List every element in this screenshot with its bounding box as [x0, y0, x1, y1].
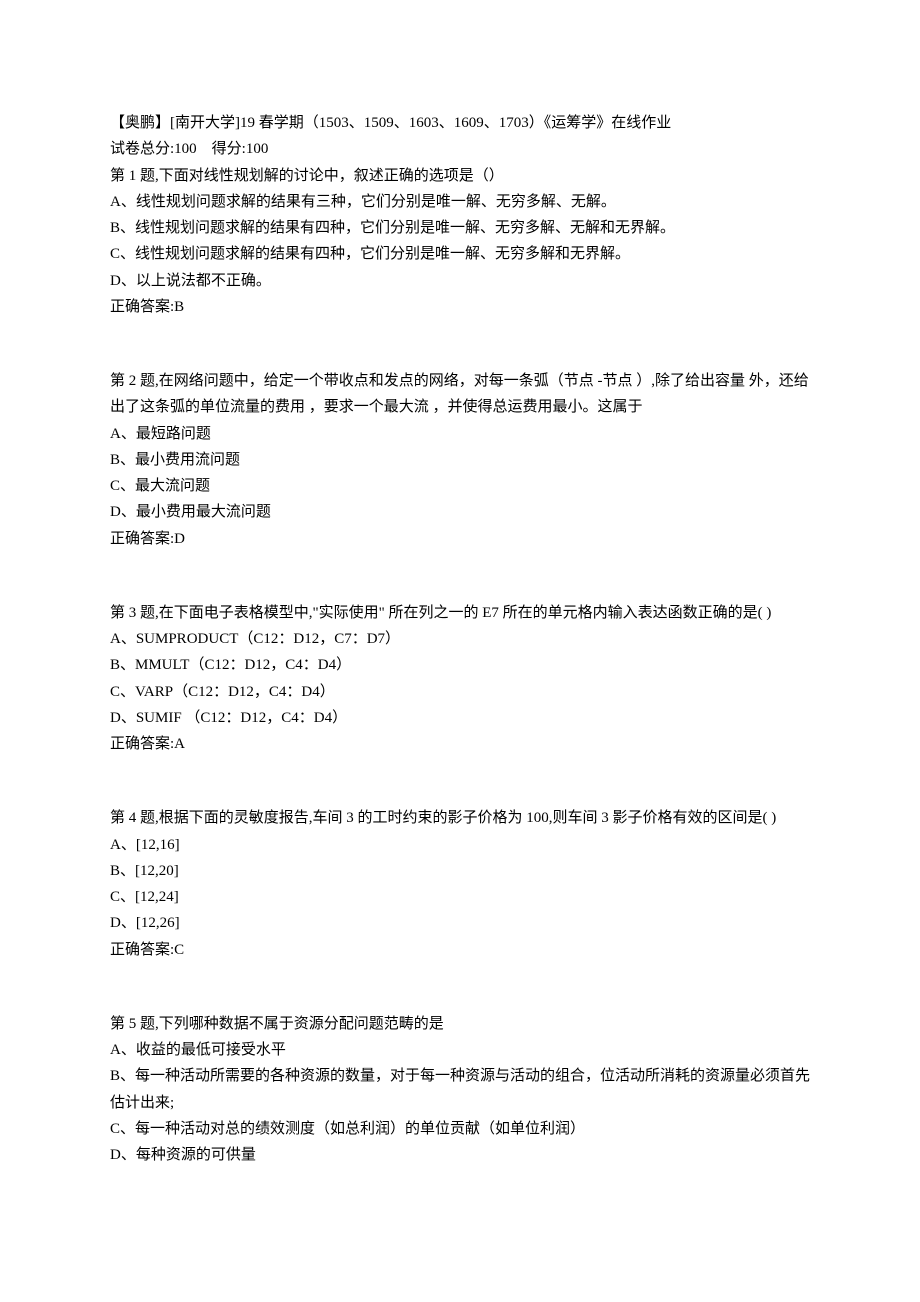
question-4: 第 4 题,根据下面的灵敏度报告,车间 3 的工时约束的影子价格为 100,则车…	[110, 805, 810, 963]
option-d: D、以上说法都不正确。	[110, 268, 810, 294]
option-d: D、每种资源的可供量	[110, 1142, 810, 1168]
option-c: C、[12,24]	[110, 884, 810, 910]
option-c: C、VARP（C12：D12，C4：D4）	[110, 679, 810, 705]
answer: 正确答案:A	[110, 731, 810, 757]
option-c: C、最大流问题	[110, 473, 810, 499]
question-1: 第 1 题,下面对线性规划解的讨论中，叙述正确的选项是（） A、线性规划问题求解…	[110, 163, 810, 321]
option-b: B、线性规划问题求解的结果有四种，它们分别是唯一解、无穷多解、无解和无界解。	[110, 215, 810, 241]
option-c: C、线性规划问题求解的结果有四种，它们分别是唯一解、无穷多解和无界解。	[110, 241, 810, 267]
answer: 正确答案:B	[110, 294, 810, 320]
question-stem: 第 1 题,下面对线性规划解的讨论中，叙述正确的选项是（）	[110, 163, 810, 189]
option-a: A、线性规划问题求解的结果有三种，它们分别是唯一解、无穷多解、无解。	[110, 189, 810, 215]
score-got: 得分:100	[212, 141, 269, 157]
score-total: 试卷总分:100	[110, 141, 197, 157]
option-a: A、收益的最低可接受水平	[110, 1037, 810, 1063]
option-d: D、最小费用最大流问题	[110, 499, 810, 525]
question-stem: 第 3 题,在下面电子表格模型中,"实际使用" 所在列之一的 E7 所在的单元格…	[110, 600, 810, 626]
header-title: 【奥鹏】[南开大学]19 春学期（1503、1509、1603、1609、170…	[110, 110, 810, 136]
document-header: 【奥鹏】[南开大学]19 春学期（1503、1509、1603、1609、170…	[110, 110, 810, 163]
answer: 正确答案:C	[110, 937, 810, 963]
option-d: D、SUMIF （C12：D12，C4：D4）	[110, 705, 810, 731]
question-stem: 第 4 题,根据下面的灵敏度报告,车间 3 的工时约束的影子价格为 100,则车…	[110, 805, 810, 831]
option-d: D、[12,26]	[110, 910, 810, 936]
question-stem: 第 2 题,在网络问题中，给定一个带收点和发点的网络，对每一条弧（节点 -节点 …	[110, 368, 810, 421]
option-a: A、SUMPRODUCT（C12：D12，C7：D7）	[110, 626, 810, 652]
option-a: A、[12,16]	[110, 832, 810, 858]
answer: 正确答案:D	[110, 526, 810, 552]
option-b: B、最小费用流问题	[110, 447, 810, 473]
option-b: B、[12,20]	[110, 858, 810, 884]
header-score: 试卷总分:100 得分:100	[110, 136, 810, 162]
question-3: 第 3 题,在下面电子表格模型中,"实际使用" 所在列之一的 E7 所在的单元格…	[110, 600, 810, 758]
question-5: 第 5 题,下列哪种数据不属于资源分配问题范畴的是 A、收益的最低可接受水平 B…	[110, 1011, 810, 1169]
option-c: C、每一种活动对总的绩效测度（如总利润）的单位贡献（如单位利润）	[110, 1116, 810, 1142]
option-b: B、每一种活动所需要的各种资源的数量，对于每一种资源与活动的组合，位活动所消耗的…	[110, 1063, 810, 1116]
question-2: 第 2 题,在网络问题中，给定一个带收点和发点的网络，对每一条弧（节点 -节点 …	[110, 368, 810, 552]
question-stem: 第 5 题,下列哪种数据不属于资源分配问题范畴的是	[110, 1011, 810, 1037]
option-a: A、最短路问题	[110, 421, 810, 447]
option-b: B、MMULT（C12：D12，C4：D4）	[110, 652, 810, 678]
